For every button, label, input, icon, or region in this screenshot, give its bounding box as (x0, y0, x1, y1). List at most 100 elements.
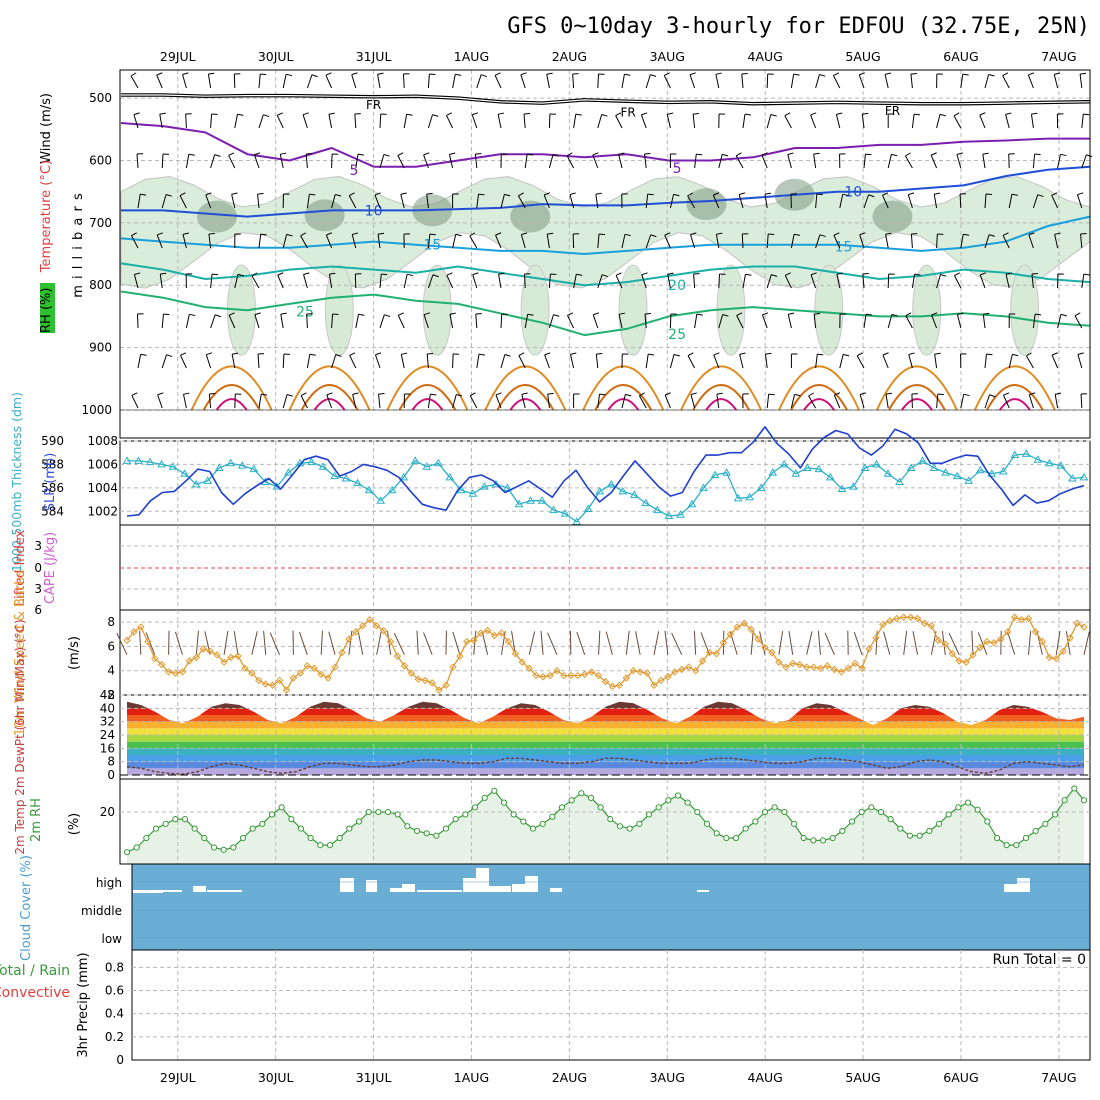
rh-2m-point (481, 794, 488, 801)
rh-2m-point (819, 837, 827, 844)
warm-contour-40 (313, 398, 346, 411)
pressure-tick-label: 900 (89, 341, 112, 355)
wind-barb (400, 354, 405, 369)
panel-frame (119, 440, 1091, 526)
thickness-point (249, 464, 259, 473)
wind-barb (615, 275, 623, 289)
wind-barb-flag (908, 192, 915, 196)
wind-tick-label: 8 (107, 615, 115, 629)
wind-barb-flag (377, 72, 384, 75)
lifted-index-tick-label: 3 (34, 582, 42, 596)
rh-2m-point (926, 827, 933, 835)
wind-barb-flag (1037, 194, 1044, 198)
wind-barb-flag (856, 352, 863, 357)
surface-wind-barb (233, 631, 239, 655)
wind-barb (1077, 354, 1083, 369)
wind-speed-point (768, 648, 776, 657)
wind-speed-point (213, 651, 221, 659)
wind-barb (543, 194, 550, 209)
wind-speed-point (858, 664, 866, 672)
rh-2m-point (684, 799, 691, 806)
wind-barb-flag (1054, 72, 1061, 75)
wind-barb (859, 394, 865, 409)
wind-barb (403, 274, 408, 289)
rh-2m-point (694, 808, 701, 816)
rh-moist-core (872, 200, 913, 233)
wind-barb-flag (397, 152, 404, 156)
cape-lifted-index-panel: 3 0 3 6 (34, 524, 1091, 617)
wind-barb (1081, 274, 1085, 289)
wind-barb (548, 273, 551, 289)
wind-barb-flag (648, 353, 655, 356)
wind-barb (548, 314, 554, 329)
high-cloud-bar (402, 884, 415, 892)
wind-speed-point (456, 652, 464, 660)
date-label-bottom: 5AUG (845, 1070, 880, 1085)
surface-wind-barb (729, 631, 738, 655)
warm-contour-30 (876, 365, 958, 411)
wind-barb-flag (131, 392, 138, 396)
surface-wind-barb (357, 631, 364, 655)
precip-panel: 0 0.2 0.4 0.6 0.8 (105, 949, 1091, 1067)
wind-barb-flag (787, 152, 794, 155)
wind-barb-flag (570, 352, 577, 355)
wind-barb (305, 154, 308, 169)
wind-barb-flag (335, 354, 342, 357)
wind-barb (645, 234, 652, 249)
wind-barb (815, 234, 821, 249)
rh-2m-point (858, 808, 865, 816)
wind-barb (766, 394, 770, 409)
rh-2m-point (1022, 834, 1030, 842)
wind-barb-flag (885, 392, 893, 395)
wind-barb (787, 314, 792, 329)
wind-barb (1051, 195, 1059, 209)
warm-contour-40 (607, 398, 640, 411)
wind-barb-flag (963, 393, 970, 397)
thickness-point (618, 486, 628, 495)
wind-speed-point (886, 617, 894, 625)
wind-barb (159, 274, 163, 289)
wind-barb-flag (455, 73, 462, 76)
temp-tick-label: 48 (100, 688, 115, 702)
wind-barb (547, 394, 550, 409)
wind-barb-flag (771, 274, 778, 277)
temp-tick-label: 40 (100, 701, 115, 715)
slp-axis-label: SLP (mb) (43, 453, 58, 512)
wind-speed-point (705, 648, 714, 657)
wind-speed-point (948, 650, 956, 658)
date-label-bottom: 1AUG (454, 1070, 489, 1085)
wind-speed-point (338, 648, 346, 657)
wind-speed-point (1080, 623, 1088, 631)
rh-2m-point (1071, 785, 1078, 792)
wind-barb (130, 235, 139, 249)
wind-barb (936, 114, 941, 129)
thickness-point (376, 496, 386, 504)
thickness-point (756, 483, 766, 491)
wind-barb (234, 274, 239, 289)
wind-speed-point (601, 677, 610, 686)
rh-2m-point (133, 844, 140, 851)
wind-barb (351, 234, 357, 249)
slp-tick-label: 1006 (87, 457, 118, 471)
wind-barb-flag (576, 273, 583, 276)
wind-barb (452, 74, 456, 89)
wind-barb (621, 394, 626, 409)
wind-barb-flag (497, 112, 505, 115)
wind-barb (905, 315, 913, 329)
wind-barb (953, 115, 962, 129)
wind-barb-flag (472, 272, 479, 276)
wind-barb-flag (254, 152, 261, 156)
wind-barb (862, 274, 865, 289)
wind-barb (276, 115, 284, 129)
wind-barb (133, 114, 139, 129)
wind-barb-flag (384, 314, 391, 318)
date-label-bottom: 2AUG (552, 1070, 587, 1085)
high-cloud-bar (207, 890, 242, 892)
wind-speed-point (1038, 637, 1047, 646)
wind-barb-flag (885, 232, 892, 235)
wind-barb (566, 155, 575, 169)
wind-barb (808, 395, 817, 409)
wind-barb-flag (1054, 232, 1061, 235)
wind-barb (518, 355, 526, 369)
